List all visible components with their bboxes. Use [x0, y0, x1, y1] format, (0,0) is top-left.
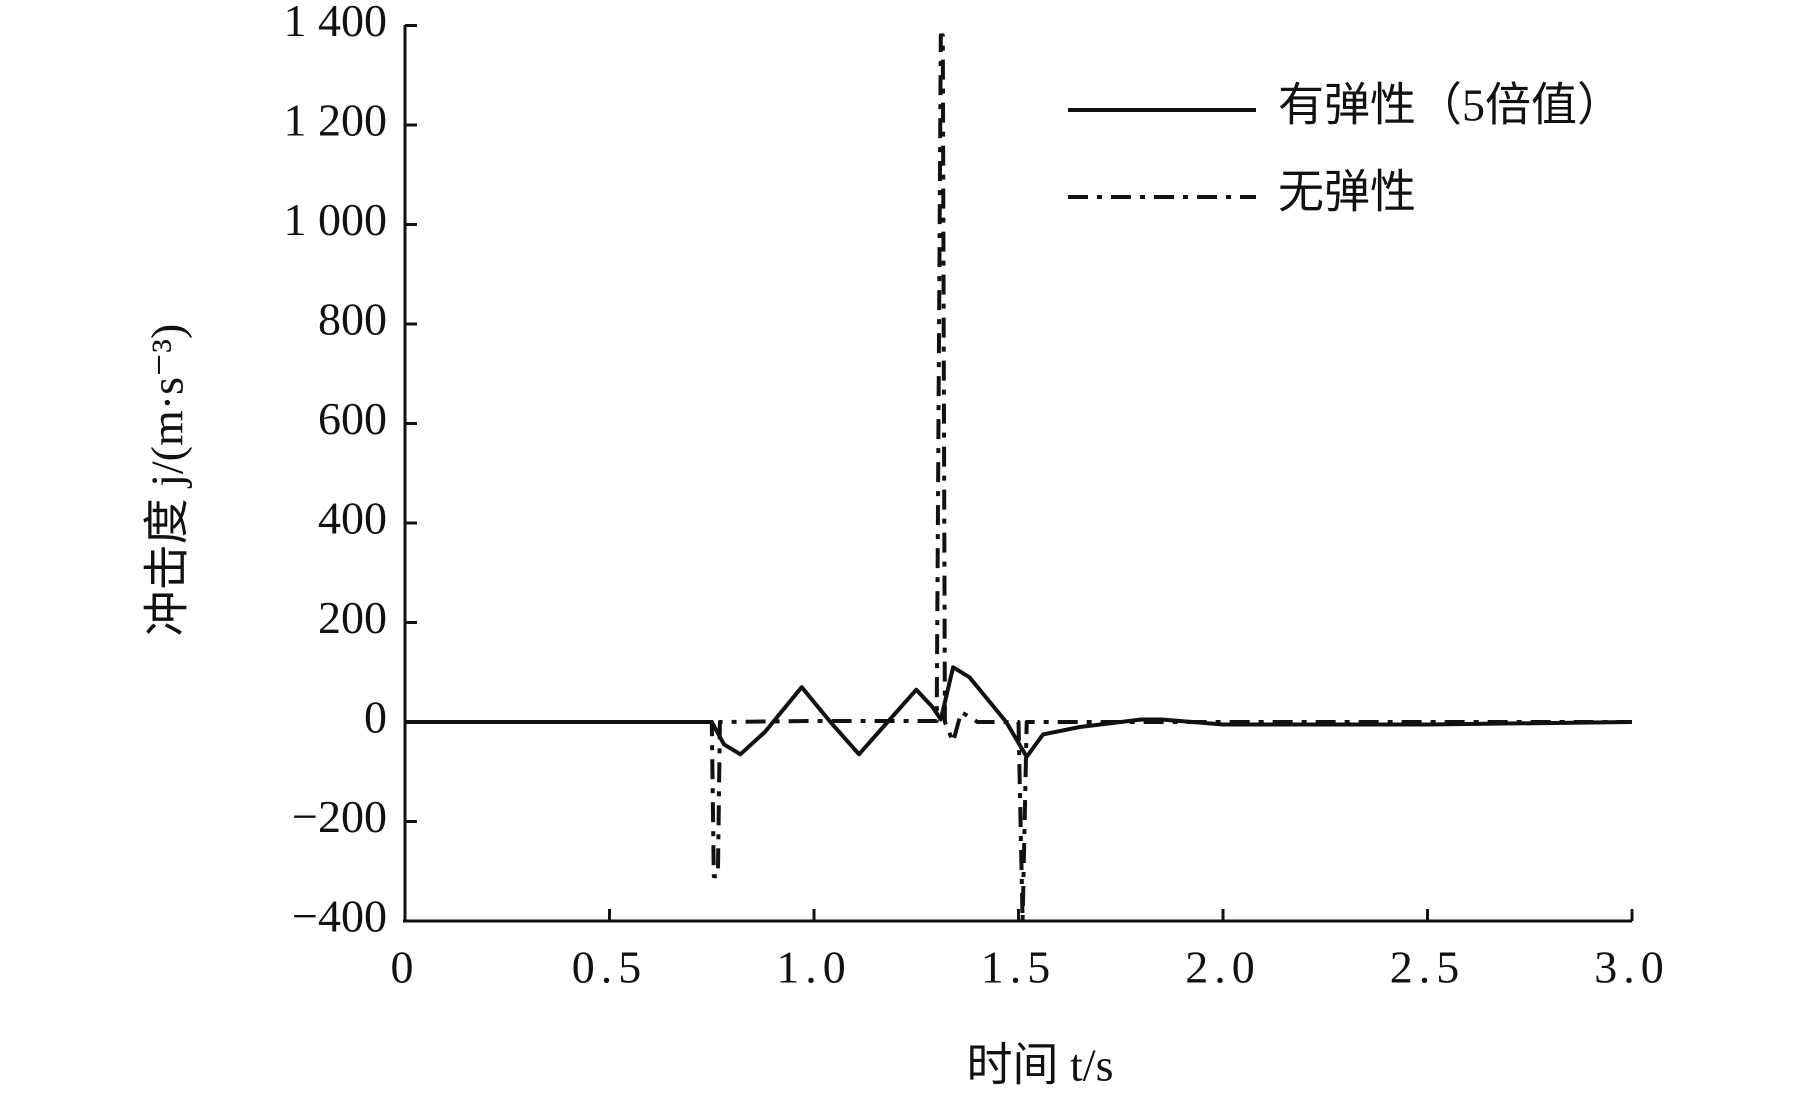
y-tick-label: 1 200 — [284, 95, 388, 146]
y-tick-label: −200 — [292, 791, 387, 842]
x-tick-label: 2.5 — [1390, 942, 1466, 993]
legend-label: 有弹性（5倍值） — [1278, 80, 1623, 131]
y-tick-label: 800 — [318, 294, 387, 345]
x-tick-label: 1.0 — [776, 942, 852, 993]
y-tick-label: 1 400 — [284, 0, 388, 46]
x-tick-label: 2.0 — [1185, 942, 1261, 993]
y-axis-title: 冲击度 j/(m·s⁻³) — [142, 324, 193, 637]
x-tick-label: 0.5 — [572, 942, 648, 993]
x-tick-label: 1.5 — [981, 942, 1057, 993]
x-tick-label: 0 — [391, 942, 420, 993]
x-tick-label: 3.0 — [1594, 942, 1670, 993]
x-axis-title: 时间 t/s — [967, 1040, 1114, 1091]
series-line — [405, 665, 1633, 759]
legend-label: 无弹性 — [1278, 167, 1416, 218]
y-tick-label: 200 — [318, 592, 387, 643]
y-tick-label: 1 000 — [284, 194, 388, 245]
y-tick-label: 0 — [364, 692, 387, 743]
y-tick-label: 400 — [318, 493, 387, 544]
series-line — [405, 33, 1632, 923]
y-tick-label: 600 — [318, 393, 387, 444]
y-tick-label: −400 — [292, 891, 387, 942]
